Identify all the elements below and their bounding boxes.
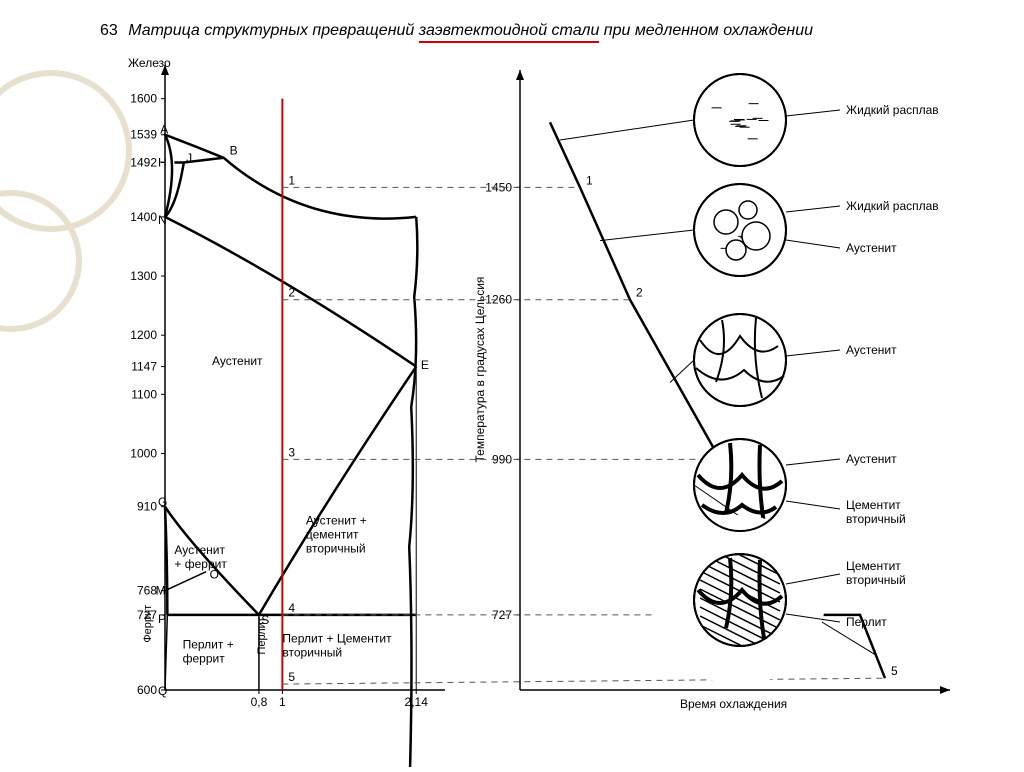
svg-text:1200: 1200: [130, 328, 157, 342]
svg-text:Жидкий расплав: Жидкий расплав: [846, 199, 939, 213]
svg-text:1147: 1147: [131, 360, 157, 374]
svg-text:Аустенит: Аустенит: [174, 543, 225, 557]
page-title: 63 Матрица структурных превращений заэвт…: [100, 22, 813, 40]
svg-text:Аустенит: Аустенит: [846, 343, 897, 357]
svg-text:1: 1: [586, 173, 593, 187]
y-axis-label-left: Железо: [128, 56, 171, 70]
svg-text:P: P: [158, 612, 166, 626]
svg-text:Аустенит +: Аустенит +: [306, 513, 367, 527]
svg-text:A: A: [160, 122, 168, 136]
svg-text:5: 5: [288, 670, 295, 684]
svg-text:J: J: [186, 151, 192, 165]
svg-text:вторичный: вторичный: [306, 541, 366, 555]
svg-text:600: 600: [137, 683, 157, 697]
svg-text:Аустенит: Аустенит: [212, 354, 263, 368]
svg-text:E: E: [421, 358, 429, 372]
svg-text:768: 768: [137, 584, 157, 598]
svg-text:1: 1: [288, 173, 295, 187]
svg-text:3: 3: [288, 445, 295, 459]
svg-text:вторичный: вторичный: [846, 512, 906, 526]
svg-text:Время охлаждения: Время охлаждения: [680, 697, 787, 711]
svg-text:вторичный: вторичный: [282, 646, 342, 660]
svg-text:1492: 1492: [130, 156, 157, 170]
svg-text:H: H: [158, 156, 167, 170]
svg-text:1600: 1600: [130, 92, 157, 106]
svg-text:Цементит: Цементит: [846, 559, 901, 573]
svg-text:1000: 1000: [130, 446, 157, 460]
svg-text:Перлит + Цементит: Перлит + Цементит: [282, 632, 392, 646]
svg-text:2: 2: [288, 286, 295, 300]
svg-text:+ феррит: + феррит: [174, 557, 227, 571]
svg-text:вторичный: вторичный: [846, 573, 906, 587]
svg-text:феррит: феррит: [183, 652, 226, 666]
svg-text:N: N: [158, 213, 167, 227]
svg-text:Перлит: Перлит: [256, 617, 268, 654]
svg-text:1100: 1100: [131, 387, 157, 401]
svg-text:Аустенит: Аустенит: [846, 452, 897, 466]
svg-text:Феррит: Феррит: [142, 605, 154, 643]
svg-text:5: 5: [891, 664, 898, 678]
svg-text:2: 2: [636, 286, 643, 300]
svg-text:1300: 1300: [130, 269, 157, 283]
svg-text:1: 1: [279, 695, 286, 709]
svg-text:цементит: цементит: [306, 527, 359, 541]
svg-text:2,14: 2,14: [405, 695, 429, 709]
svg-text:M: M: [156, 584, 166, 598]
phase-diagram-svg: 1600153914921400130012001147110010009107…: [0, 0, 1024, 767]
svg-text:910: 910: [137, 500, 157, 514]
svg-text:Цементит: Цементит: [846, 498, 901, 512]
svg-text:1539: 1539: [130, 128, 157, 142]
svg-text:Перлит: Перлит: [846, 615, 887, 629]
svg-text:Q: Q: [158, 684, 167, 698]
svg-text:0,8: 0,8: [251, 695, 268, 709]
svg-text:B: B: [230, 144, 238, 158]
svg-text:1400: 1400: [130, 210, 157, 224]
svg-text:G: G: [158, 495, 167, 509]
svg-text:Перлит +: Перлит +: [183, 638, 234, 652]
svg-text:4: 4: [288, 601, 295, 615]
svg-text:Жидкий расплав: Жидкий расплав: [846, 103, 939, 117]
svg-text:Аустенит: Аустенит: [846, 241, 897, 255]
